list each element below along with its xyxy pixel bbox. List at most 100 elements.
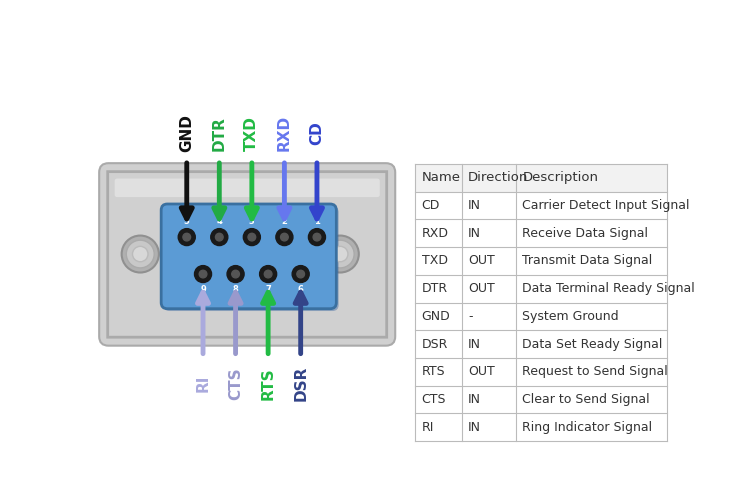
Text: OUT: OUT <box>468 366 495 378</box>
Text: IN: IN <box>468 421 481 434</box>
Text: 1: 1 <box>314 218 320 226</box>
Bar <box>108 205 387 210</box>
Text: DTR: DTR <box>422 282 448 295</box>
Text: CTS: CTS <box>422 393 446 406</box>
Text: IN: IN <box>468 227 481 240</box>
Text: IN: IN <box>468 338 481 350</box>
Text: GND: GND <box>422 310 450 323</box>
Circle shape <box>264 270 272 278</box>
Bar <box>108 254 387 260</box>
Circle shape <box>280 234 288 241</box>
Text: Clear to Send Signal: Clear to Send Signal <box>522 393 650 406</box>
Bar <box>108 332 387 337</box>
Bar <box>416 414 668 441</box>
Bar <box>108 182 387 188</box>
FancyBboxPatch shape <box>115 178 380 197</box>
Circle shape <box>308 228 326 246</box>
Text: 4: 4 <box>216 218 222 226</box>
Bar <box>108 276 387 282</box>
Text: Name: Name <box>422 172 460 184</box>
Text: 3: 3 <box>249 218 255 226</box>
Circle shape <box>200 270 207 278</box>
Bar <box>108 216 387 222</box>
FancyBboxPatch shape <box>99 163 395 346</box>
Bar <box>416 220 668 247</box>
Circle shape <box>276 228 293 246</box>
Text: CD: CD <box>310 122 325 145</box>
Bar <box>416 247 668 275</box>
Bar <box>108 293 387 298</box>
Bar <box>108 271 387 276</box>
Bar <box>416 386 668 413</box>
Bar <box>108 304 387 310</box>
Circle shape <box>260 266 277 282</box>
Circle shape <box>322 236 358 273</box>
Text: Transmit Data Signal: Transmit Data Signal <box>522 254 652 268</box>
Text: Request to Send Signal: Request to Send Signal <box>522 366 668 378</box>
Text: Receive Data Signal: Receive Data Signal <box>522 227 648 240</box>
Text: OUT: OUT <box>468 254 495 268</box>
Text: 9: 9 <box>200 285 206 294</box>
Bar <box>108 210 387 216</box>
Bar <box>108 315 387 320</box>
Circle shape <box>227 266 244 282</box>
Circle shape <box>126 240 154 268</box>
Text: RXD: RXD <box>422 227 448 240</box>
Circle shape <box>292 266 309 282</box>
Text: System Ground: System Ground <box>522 310 619 323</box>
Bar <box>108 232 387 238</box>
Bar <box>108 288 387 293</box>
Bar <box>108 282 387 288</box>
Text: 7: 7 <box>266 285 271 294</box>
Bar <box>108 194 387 199</box>
Circle shape <box>243 228 260 246</box>
Bar <box>416 302 668 330</box>
Bar <box>108 310 387 315</box>
Text: RTS: RTS <box>422 366 446 378</box>
Circle shape <box>232 270 239 278</box>
Text: DSR: DSR <box>422 338 448 350</box>
Text: TXD: TXD <box>244 116 260 150</box>
Text: -: - <box>468 310 472 323</box>
Text: Data Set Ready Signal: Data Set Ready Signal <box>522 338 663 350</box>
Text: OUT: OUT <box>468 282 495 295</box>
Text: RI: RI <box>422 421 434 434</box>
Text: Carrier Detect Input Signal: Carrier Detect Input Signal <box>522 199 690 212</box>
Text: RI: RI <box>196 374 211 392</box>
Bar <box>108 227 387 232</box>
Circle shape <box>313 234 321 241</box>
Text: IN: IN <box>468 393 481 406</box>
Text: CTS: CTS <box>228 367 243 400</box>
Bar <box>108 177 387 182</box>
FancyBboxPatch shape <box>161 204 336 308</box>
Text: 6: 6 <box>298 285 304 294</box>
Circle shape <box>133 246 148 262</box>
Bar <box>108 298 387 304</box>
Text: RXD: RXD <box>277 115 292 151</box>
Bar <box>108 320 387 326</box>
Bar <box>108 260 387 266</box>
Text: 5: 5 <box>184 218 190 226</box>
Text: DSR: DSR <box>293 366 308 401</box>
Text: 2: 2 <box>281 218 287 226</box>
Bar <box>108 249 387 254</box>
Bar <box>416 192 668 220</box>
Circle shape <box>326 240 354 268</box>
Text: DTR: DTR <box>211 116 226 150</box>
Circle shape <box>297 270 304 278</box>
Circle shape <box>211 228 228 246</box>
Text: Ring Indicator Signal: Ring Indicator Signal <box>522 421 652 434</box>
Text: IN: IN <box>468 199 481 212</box>
Bar <box>108 238 387 244</box>
Bar <box>416 330 668 358</box>
Bar <box>108 326 387 332</box>
Circle shape <box>183 234 190 241</box>
Bar <box>108 266 387 271</box>
Text: Direction: Direction <box>468 172 529 184</box>
Circle shape <box>332 246 348 262</box>
Bar <box>108 188 387 194</box>
Text: TXD: TXD <box>422 254 448 268</box>
Circle shape <box>178 228 195 246</box>
Text: GND: GND <box>179 114 194 152</box>
FancyBboxPatch shape <box>164 206 339 311</box>
